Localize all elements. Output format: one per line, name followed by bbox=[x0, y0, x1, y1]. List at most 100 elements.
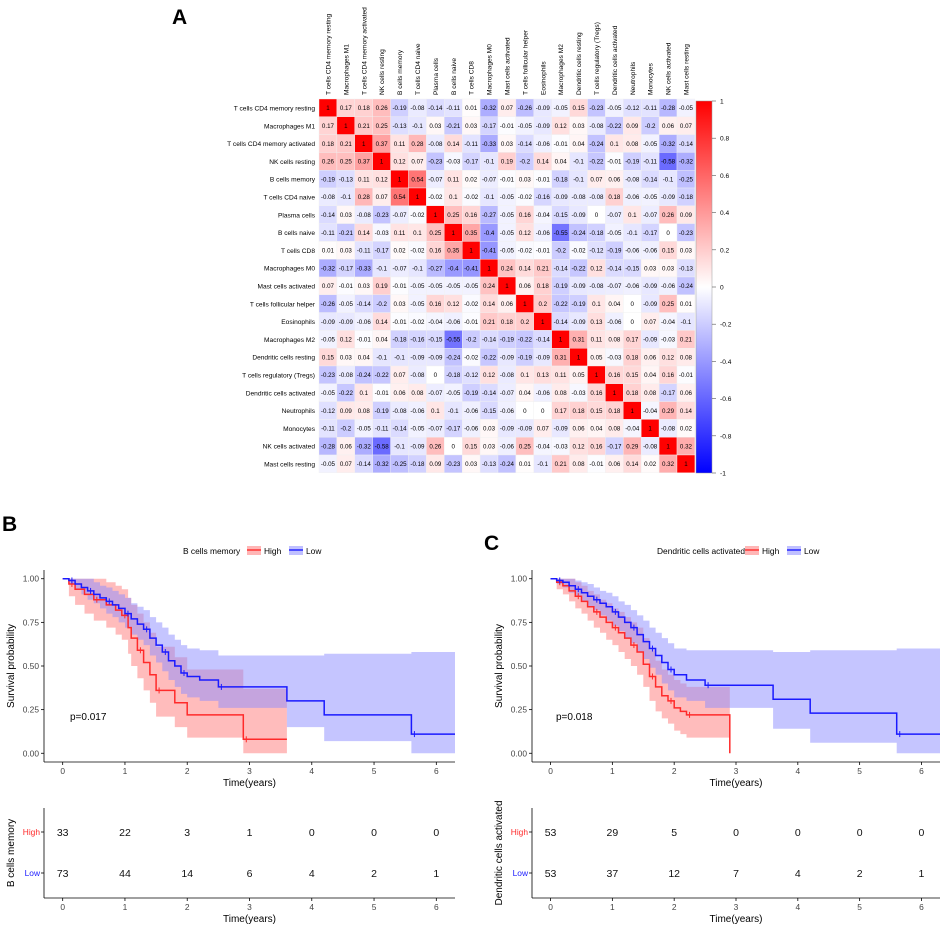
heatmap-cell-value: -0.14 bbox=[357, 461, 372, 468]
heatmap-cell-value: -0.09 bbox=[571, 319, 586, 326]
heatmap-cell-value: -0.19 bbox=[392, 105, 407, 112]
heatmap-cell-value: -0.1 bbox=[412, 265, 423, 272]
heatmap-cell-value: -0.55 bbox=[446, 337, 461, 344]
heatmap-cell-value: -0.05 bbox=[607, 105, 622, 112]
heatmap-cell-value: -0.18 bbox=[410, 461, 425, 468]
heatmap-cell-value: -0.33 bbox=[482, 141, 497, 148]
heatmap-cell-value: -0.2 bbox=[341, 426, 352, 433]
heatmap-cell-value: -0.14 bbox=[482, 390, 497, 397]
ci-band-low bbox=[62, 578, 455, 754]
heatmap-cell-value: 0.03 bbox=[340, 354, 353, 361]
heatmap-cell-value: 0.13 bbox=[537, 372, 550, 379]
heatmap-cell-value: -0.19 bbox=[625, 159, 640, 166]
heatmap-cell-value: -0.07 bbox=[482, 176, 497, 183]
heatmap-cell-value: 0.15 bbox=[626, 372, 639, 379]
heatmap-cell-value: -0.05 bbox=[500, 212, 515, 219]
risk-count: 14 bbox=[181, 868, 193, 880]
heatmap-cell-value: -0.05 bbox=[643, 194, 658, 201]
heatmap-cell-value: 0.04 bbox=[573, 141, 586, 148]
ci-band-high bbox=[550, 578, 730, 754]
heatmap-row-label: Macrophages M1 bbox=[264, 123, 315, 130]
heatmap-cell-value: -0.04 bbox=[536, 212, 551, 219]
risk-x-tick-label: 4 bbox=[795, 902, 800, 912]
heatmap-cell-value: -0.14 bbox=[554, 319, 569, 326]
heatmap-cell-value: -0.03 bbox=[607, 354, 622, 361]
y-tick-label: 1.00 bbox=[511, 574, 528, 584]
risk-x-tick-label: 0 bbox=[60, 902, 65, 912]
legend-title: B cells memory bbox=[183, 546, 241, 556]
risk-x-tick-label: 1 bbox=[123, 902, 128, 912]
heatmap-cell-value: -0.24 bbox=[589, 141, 604, 148]
heatmap-cell-value: 0.07 bbox=[537, 426, 550, 433]
heatmap-column-labels: T cells CD4 memory resting Macrophages M1… bbox=[325, 7, 690, 95]
heatmap-cell-value: -0.02 bbox=[410, 248, 425, 255]
heatmap-cell-value: -0.06 bbox=[625, 248, 640, 255]
heatmap-column-label: NK cells activated bbox=[666, 42, 673, 95]
heatmap-cell-value: 0.31 bbox=[555, 354, 568, 361]
heatmap-cell-value: 0.25 bbox=[662, 301, 675, 308]
heatmap-cell-value: -0.01 bbox=[392, 283, 407, 290]
x-tick-label: 5 bbox=[857, 766, 862, 776]
heatmap-cell-value: 0.08 bbox=[608, 426, 621, 433]
km-plot-b: B cells memory High Low 0 1 2 3 4 5 6 0.00 0.25 0.50… bbox=[6, 546, 455, 925]
heatmap-cell-value: 1 bbox=[559, 337, 563, 344]
heatmap-cell-value: -0.4 bbox=[484, 230, 495, 237]
heatmap-cell-value: 0.25 bbox=[340, 159, 353, 166]
heatmap-cell-value: 0.12 bbox=[590, 265, 603, 272]
heatmap-cell-value: -0.1 bbox=[681, 319, 692, 326]
heatmap-cell bbox=[676, 454, 696, 473]
heatmap-cell-value: -0.15 bbox=[625, 265, 640, 272]
heatmap-row-label: Dendritic cells activated bbox=[246, 390, 316, 397]
heatmap-cell-value: 0.06 bbox=[644, 354, 657, 361]
x-tick-label: 2 bbox=[672, 766, 677, 776]
heatmap-cell-value: 0.21 bbox=[340, 141, 353, 148]
heatmap-cell-value: 0 bbox=[541, 408, 545, 415]
heatmap-cell-value: -0.07 bbox=[500, 390, 515, 397]
heatmap-cell-value: -0.1 bbox=[663, 176, 674, 183]
heatmap-cell-value: -0.05 bbox=[321, 337, 336, 344]
heatmap-column-label: T cells follicular helper bbox=[522, 29, 529, 95]
risk-count: 33 bbox=[57, 827, 69, 839]
heatmap-cell-value: -0.24 bbox=[446, 354, 461, 361]
risk-count: 3 bbox=[184, 827, 190, 839]
heatmap-cell-value: -0.26 bbox=[518, 105, 533, 112]
heatmap-cell-value: -0.23 bbox=[679, 230, 694, 237]
heatmap-cell-value: -0.14 bbox=[554, 265, 569, 272]
heatmap-cell-value: 0.11 bbox=[394, 141, 406, 148]
heatmap-row-labels: T cells CD4 memory resting Macrophages M1… bbox=[227, 106, 316, 469]
heatmap-cell-value: -0.23 bbox=[375, 212, 390, 219]
heatmap-column-label: Dendritic cells resting bbox=[576, 32, 583, 95]
risk-count: 0 bbox=[433, 827, 439, 839]
heatmap-cell-value: -0.05 bbox=[500, 248, 515, 255]
y-tick-label: 0.25 bbox=[23, 705, 40, 715]
heatmap-cell-value: -0.05 bbox=[446, 283, 461, 290]
heatmap-cell-value: -0.14 bbox=[357, 301, 372, 308]
heatmap-cell-value: 0.06 bbox=[608, 461, 621, 468]
heatmap-cell-value: 1 bbox=[344, 123, 348, 130]
risk-x-tick-label: 6 bbox=[434, 902, 439, 912]
heatmap-cell-value: -0.04 bbox=[428, 319, 443, 326]
heatmap-cell-value: -0.14 bbox=[679, 141, 694, 148]
heatmap-cell-value: -0.11 bbox=[643, 159, 657, 166]
heatmap-cell-value: 0.14 bbox=[537, 159, 550, 166]
heatmap-cell-value: 0.15 bbox=[465, 443, 478, 450]
heatmap-row-label: T cells regulatory (Tregs) bbox=[242, 373, 315, 380]
heatmap-cell-value: -0.07 bbox=[428, 176, 443, 183]
heatmap-cell-value: 0.25 bbox=[376, 123, 389, 130]
heatmap-cell-value: 0.12 bbox=[573, 443, 586, 450]
heatmap-cell-value: 0.06 bbox=[519, 283, 532, 290]
heatmap-cell-value: 0.12 bbox=[340, 337, 353, 344]
risk-row-label: High bbox=[23, 827, 41, 837]
heatmap-cell-value: 0.08 bbox=[411, 390, 424, 397]
heatmap-cell-value: 0.16 bbox=[429, 248, 442, 255]
heatmap-cell-value: 0.16 bbox=[590, 443, 603, 450]
heatmap-cell-value: 0.07 bbox=[644, 319, 657, 326]
y-tick-label: 0.25 bbox=[511, 705, 528, 715]
heatmap-cell-value: 0.03 bbox=[483, 443, 496, 450]
heatmap-cell-value: 0.2 bbox=[538, 301, 547, 308]
heatmap-cell-value: -0.05 bbox=[679, 105, 694, 112]
heatmap-cell-value: -0.22 bbox=[518, 337, 533, 344]
heatmap-cell-value: -0.09 bbox=[554, 194, 569, 201]
colorbar-gradient bbox=[695, 100, 713, 474]
